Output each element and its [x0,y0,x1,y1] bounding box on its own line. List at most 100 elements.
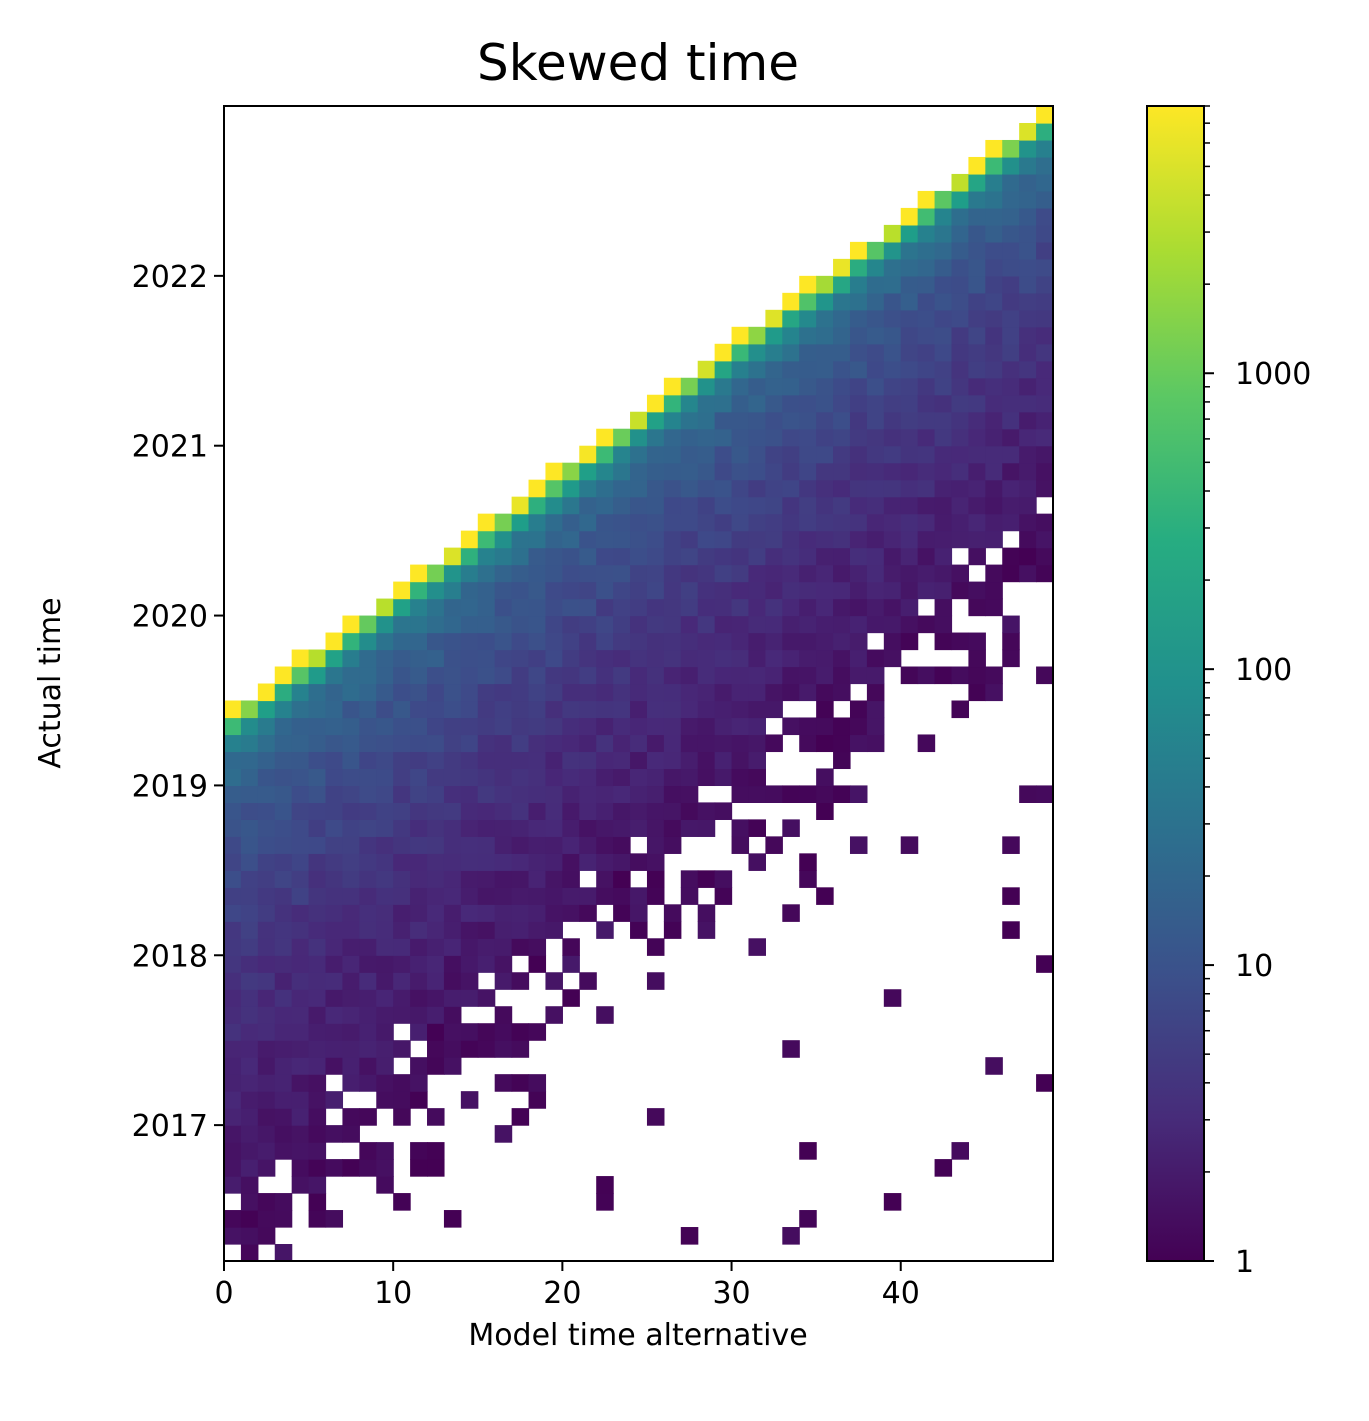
heatmap-cell [528,870,547,888]
heatmap-cell [748,700,766,719]
heatmap-cell [1036,462,1054,481]
heatmap-cell [545,717,563,736]
heatmap-cell [630,428,648,447]
heatmap-cell [883,530,902,549]
heatmap-cell [714,428,733,447]
heatmap-cell [833,258,851,277]
heatmap-cell [765,479,783,498]
heatmap-cell [680,887,699,905]
heatmap-cell [274,1091,293,1109]
heatmap-cell [240,1023,259,1041]
heatmap-cell [934,343,953,362]
heatmap-cell [443,751,462,770]
heatmap-cell [765,326,783,345]
heatmap-cell [224,1006,242,1024]
heatmap-cell [630,666,648,685]
heatmap-cell [731,598,750,617]
heatmap-cell [985,292,1003,311]
heatmap-cell [816,700,834,719]
heatmap-cell [224,734,242,753]
heatmap-cell [630,700,648,719]
heatmap-cell [460,598,479,617]
heatmap-cell [833,275,851,294]
heatmap-cell [883,275,902,294]
heatmap-cell [883,292,902,311]
heatmap-cell [917,411,936,430]
heatmap-cell [511,938,530,956]
heatmap-cell [1002,224,1020,243]
heatmap-cell [714,530,733,549]
heatmap-cell [257,1159,276,1177]
heatmap-cell [477,649,496,668]
heatmap-cell [393,1091,411,1109]
heatmap-cell [274,1040,293,1058]
heatmap-cell [240,1210,259,1228]
heatmap-cell [477,785,496,803]
heatmap-cell [376,1006,394,1024]
heatmap-cell [427,768,445,787]
heatmap-cell [613,513,631,532]
heatmap-cell [427,598,445,617]
heatmap-cell [240,955,259,973]
heatmap-cell [545,479,563,498]
heatmap-cell [951,275,970,294]
heatmap-cell [1002,241,1020,260]
heatmap-cell [900,666,919,685]
heatmap-cell [663,530,682,549]
heatmap-cell [613,802,631,820]
heatmap-cell [494,938,513,956]
heatmap-cell [866,513,885,532]
heatmap-cell [782,326,800,345]
heatmap-cell [782,513,800,532]
heatmap-cell [511,547,530,566]
heatmap-cell [748,479,766,498]
heatmap-cell [883,615,902,634]
heatmap-cell [697,921,716,939]
heatmap-cell [460,530,479,549]
heatmap-cell [376,649,394,668]
heatmap-cell [816,343,834,362]
heatmap-cell [900,598,919,617]
heatmap-cell [714,394,733,413]
heatmap-cell [274,989,293,1007]
heatmap-cell [900,479,919,498]
heatmap-cell [968,309,986,328]
heatmap-cell [240,972,259,990]
heatmap-cell [765,666,783,685]
heatmap-cell [494,734,513,753]
heatmap-cell [427,700,445,719]
heatmap-cell [410,972,428,990]
heatmap-cell [646,581,665,600]
heatmap-cell [714,751,733,770]
heatmap-cell [663,547,682,566]
heatmap-cell [596,428,614,447]
heatmap-cell [545,870,563,888]
heatmap-cell [782,649,800,668]
heatmap-cell [224,904,242,922]
heatmap-cell [427,649,445,668]
heatmap-cell [528,768,547,787]
heatmap-cell [325,1057,344,1075]
heatmap-cell [748,938,766,956]
heatmap-cell [427,972,445,990]
heatmap-cell [511,1074,530,1092]
heatmap-cell [291,1040,310,1058]
heatmap-cell [917,666,936,685]
heatmap-cell [359,887,377,905]
heatmap-cell [494,530,513,549]
heatmap-cell [968,666,986,685]
heatmap-cell [799,632,817,651]
heatmap-cell [646,853,665,871]
heatmap-cell [308,785,327,803]
heatmap-cell [714,360,733,379]
heatmap-cell [443,1210,462,1228]
heatmap-cell [410,989,428,1007]
heatmap-cell [731,615,750,634]
heatmap-cell [748,530,766,549]
heatmap-cell [765,411,783,430]
heatmap-cell [477,547,496,566]
heatmap-cell [1019,513,1037,532]
heatmap-cell [765,513,783,532]
heatmap-cell [376,819,394,837]
